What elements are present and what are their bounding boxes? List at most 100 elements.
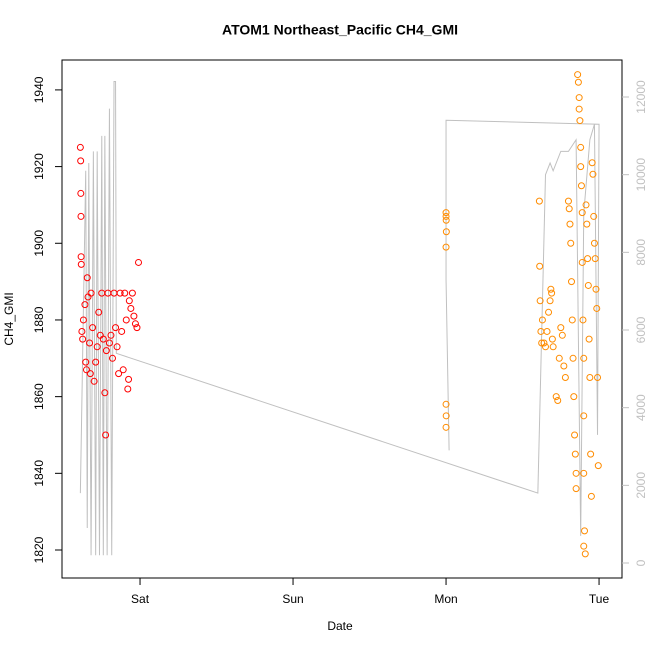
point (131, 320, 139, 328)
point (583, 220, 591, 228)
point (107, 331, 115, 339)
line (79, 80, 600, 556)
point (538, 339, 546, 347)
y-tick-label: 1900 (32, 230, 46, 257)
point (121, 289, 129, 297)
point (581, 527, 589, 535)
point (102, 347, 110, 355)
point (576, 117, 584, 125)
point (586, 373, 594, 381)
point (594, 373, 602, 381)
y-tick-label: 1920 (32, 153, 46, 180)
point (590, 212, 598, 220)
point (442, 400, 450, 408)
point (93, 343, 101, 351)
point (79, 335, 87, 343)
point (101, 389, 109, 397)
point (90, 377, 98, 385)
point (541, 343, 549, 351)
y-axis-label: CH4_GMI (2, 292, 16, 345)
x-tick-label: Tue (589, 592, 610, 606)
point (594, 462, 602, 470)
point (570, 393, 578, 401)
point (552, 393, 560, 401)
y2-tick-label: 8000 (634, 239, 648, 266)
point (580, 542, 588, 550)
point (77, 253, 85, 261)
point (546, 297, 554, 305)
chart-title: ATOM1 Northeast_Pacific CH4_GMI (222, 22, 458, 38)
point (135, 258, 143, 266)
point (99, 335, 107, 343)
point (585, 335, 593, 343)
point (575, 105, 583, 113)
point (540, 339, 548, 347)
point (577, 182, 585, 190)
point (122, 316, 130, 324)
point (577, 143, 585, 151)
point (77, 260, 85, 268)
point (565, 205, 573, 213)
point (124, 385, 132, 393)
y-tick-label: 1820 (32, 536, 46, 563)
point (78, 327, 86, 335)
point (536, 297, 544, 305)
point (569, 354, 577, 362)
point (77, 189, 85, 197)
point (442, 243, 450, 251)
point (555, 354, 563, 362)
y-tick-label: 1840 (32, 460, 46, 487)
point (547, 285, 555, 293)
point (537, 327, 545, 335)
point (568, 316, 576, 324)
point (83, 274, 91, 282)
point (92, 358, 100, 366)
y2-tick-label: 4000 (634, 394, 648, 421)
point (442, 212, 450, 220)
point (82, 366, 90, 374)
point (584, 255, 592, 263)
point (577, 163, 585, 171)
y2-tick-label: 2000 (634, 472, 648, 499)
y2-tick-label: 0 (634, 559, 648, 566)
point (582, 201, 590, 209)
point (578, 209, 586, 217)
point (578, 258, 586, 266)
point (102, 431, 110, 439)
point (108, 354, 116, 362)
y-tick-label: 1940 (32, 76, 46, 103)
point (118, 327, 126, 335)
y2-tick-label: 12000 (634, 80, 648, 114)
point (133, 324, 141, 332)
point (588, 159, 596, 167)
point (89, 324, 97, 332)
point (442, 209, 450, 217)
point (580, 469, 588, 477)
point (560, 362, 568, 370)
point (105, 339, 113, 347)
point (545, 308, 553, 316)
point (77, 157, 85, 165)
y-tick-label: 1860 (32, 383, 46, 410)
point (116, 289, 124, 297)
point (442, 216, 450, 224)
point (95, 308, 103, 316)
point (86, 370, 94, 378)
point (561, 373, 569, 381)
point (589, 170, 597, 178)
point (127, 304, 135, 312)
y2-tick-label: 10000 (634, 158, 648, 192)
point (128, 289, 136, 297)
point (591, 255, 599, 263)
point (442, 423, 450, 431)
point (82, 358, 90, 366)
point (574, 71, 582, 79)
point (571, 431, 579, 439)
point (113, 343, 121, 351)
point (86, 339, 94, 347)
point (580, 354, 588, 362)
point (574, 78, 582, 86)
point (587, 492, 595, 500)
point (535, 197, 543, 205)
point (566, 220, 574, 228)
